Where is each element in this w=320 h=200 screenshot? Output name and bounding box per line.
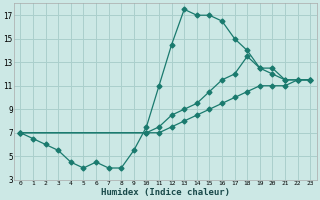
X-axis label: Humidex (Indice chaleur): Humidex (Indice chaleur) xyxy=(101,188,230,197)
